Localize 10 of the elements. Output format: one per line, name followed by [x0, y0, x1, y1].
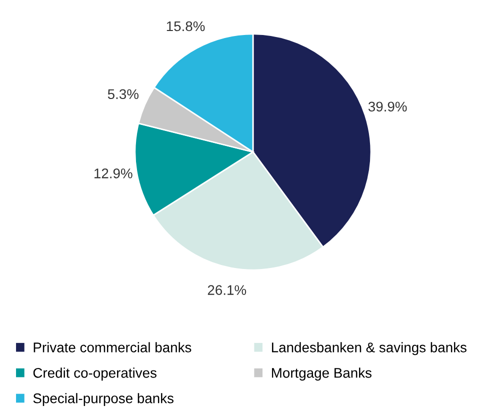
legend-label: Private commercial banks: [34, 342, 192, 352]
data-label: 12.9%: [94, 168, 132, 178]
data-label: 15.8%: [166, 21, 205, 32]
legend-label: Special-purpose banks: [33, 393, 174, 406]
legend-label: Landesbanken & savings banks: [272, 342, 466, 356]
data-label: 5.3%: [108, 89, 138, 100]
legend-label: Mortgage Banks: [272, 368, 372, 381]
legend-label: Credit co-operatives: [33, 368, 156, 381]
data-label: 39.9%: [368, 102, 407, 112]
data-label: 26.1%: [208, 285, 246, 295]
